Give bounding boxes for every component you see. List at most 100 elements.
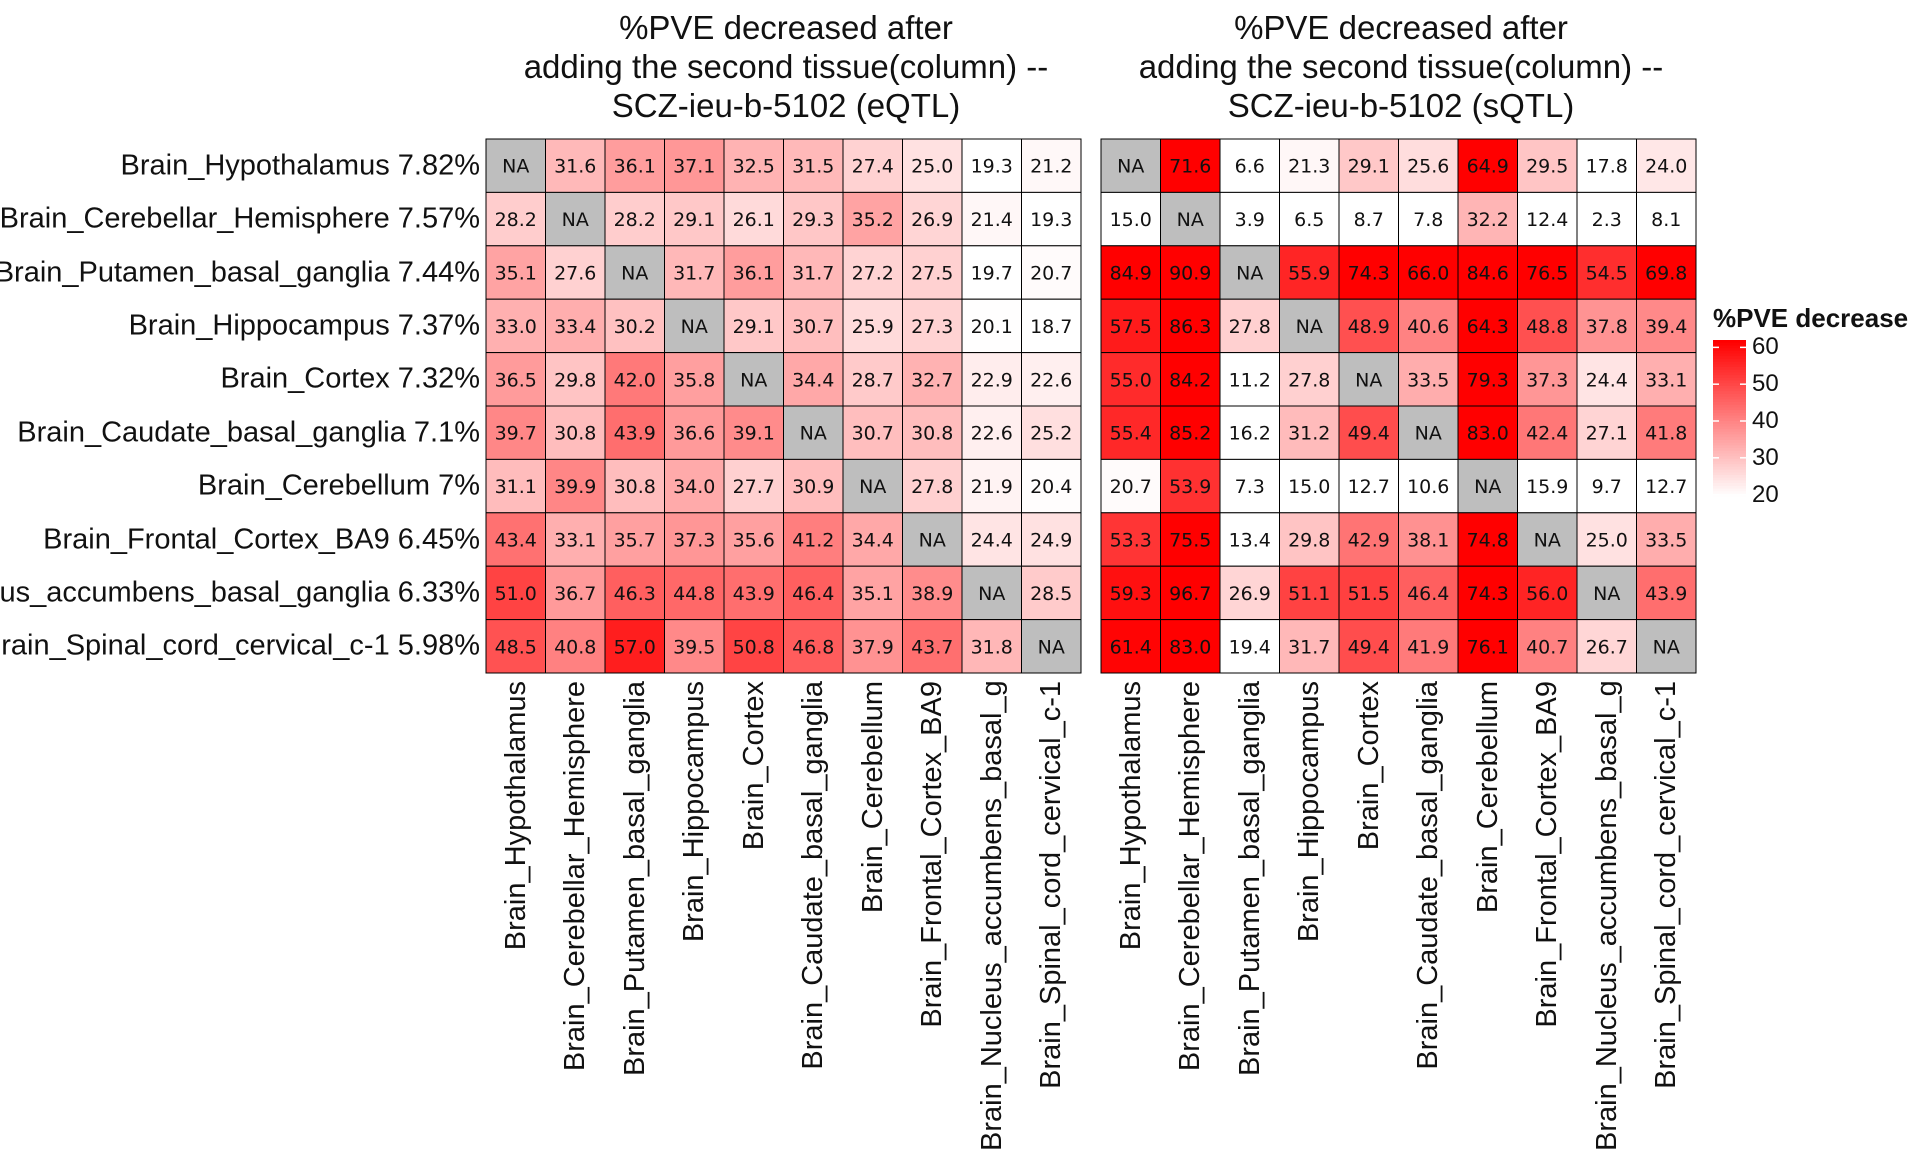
heatmap-cell	[902, 512, 963, 567]
heatmap-cell	[902, 619, 963, 674]
cell-value-label: 29.8	[554, 369, 596, 391]
heatmap-cell	[1219, 138, 1280, 193]
cell-value-label: 42.4	[1526, 423, 1568, 445]
cell-value-label: 74.8	[1467, 530, 1509, 552]
heatmap-cell	[783, 352, 844, 407]
heatmap-cell	[1100, 405, 1161, 460]
cell-value-label: 75.5	[1169, 530, 1211, 552]
heatmap-cell	[1636, 138, 1697, 193]
cell-value-label: 55.0	[1110, 369, 1152, 391]
heatmap-cell	[1279, 138, 1340, 193]
cell-value-label: NA	[502, 156, 529, 178]
cell-value-label: 46.3	[614, 583, 656, 605]
heatmap-cell	[1219, 619, 1280, 674]
legend-gradient-step	[1713, 385, 1746, 390]
heatmap-cell	[842, 405, 903, 460]
cell-value-label: 96.7	[1169, 583, 1211, 605]
cell-value-label: 43.9	[614, 423, 656, 445]
cell-value-label: 28.2	[614, 209, 656, 231]
cell-value-label: 26.7	[1586, 636, 1628, 658]
heatmap-cell	[1021, 298, 1082, 354]
legend-gradient-step	[1713, 412, 1746, 417]
heatmap-cell	[1517, 619, 1578, 674]
heatmap-cell	[1160, 405, 1221, 460]
heatmap-cell	[1279, 191, 1340, 247]
heatmap-cell	[1398, 405, 1459, 460]
cell-value-label: 84.6	[1467, 263, 1509, 285]
cell-value-label: 84.9	[1110, 263, 1152, 285]
cell-value-label: NA	[681, 316, 708, 338]
heatmap-cell	[1457, 138, 1518, 193]
cell-value-label: 31.7	[1288, 636, 1330, 658]
cell-value-label: 24.4	[1586, 369, 1628, 391]
cell-value-label: 9.7	[1592, 476, 1622, 498]
heatmap-cell	[842, 352, 903, 407]
heatmap-cell	[902, 138, 963, 193]
cell-value-label: 49.4	[1348, 636, 1390, 658]
cell-value-label: 32.5	[733, 156, 775, 178]
heatmap-cell	[1457, 298, 1518, 354]
legend-gradient-step	[1713, 348, 1746, 352]
cell-value-label: 25.0	[1586, 530, 1628, 552]
heatmap-cell	[1279, 298, 1340, 354]
legend-gradient-step	[1713, 394, 1746, 398]
cell-value-label: 15.0	[1110, 209, 1152, 231]
heatmap-cell	[723, 619, 784, 674]
cell-value-label: 8.1	[1651, 209, 1681, 231]
heatmap-cell	[1279, 458, 1340, 514]
cell-value-label: NA	[1296, 316, 1323, 338]
heatmap-cell	[1576, 565, 1637, 621]
heatmap-cell	[1100, 191, 1161, 247]
panel-title-line: SCZ-ieu-b-5102 (eQTL)	[611, 87, 961, 124]
cell-value-label: 21.2	[1030, 156, 1072, 178]
heatmap-cell	[1398, 138, 1459, 193]
legend-gradient-step	[1713, 477, 1746, 481]
legend-gradient-step	[1713, 410, 1746, 414]
legend-gradient-step	[1713, 488, 1746, 492]
heatmap-cell	[1279, 405, 1340, 460]
cell-value-label: NA	[1117, 156, 1144, 178]
heatmap-cell	[1576, 619, 1637, 674]
cell-value-label: 46.8	[792, 636, 834, 658]
cell-value-label: 30.8	[911, 423, 953, 445]
heatmap-cell	[1576, 298, 1637, 354]
cell-value-label: 15.0	[1288, 476, 1330, 498]
cell-value-label: 84.2	[1169, 369, 1211, 391]
cell-value-label: 28.2	[495, 209, 537, 231]
cell-value-label: 55.4	[1110, 423, 1152, 445]
heatmap-cell	[902, 298, 963, 354]
panel-title-sqtl: %PVE decreased after adding the second t…	[1051, 8, 1751, 125]
cell-value-label: 28.7	[852, 369, 894, 391]
cell-value-label: 26.9	[911, 209, 953, 231]
heatmap-cell	[961, 191, 1022, 247]
legend-gradient-step	[1713, 483, 1746, 487]
heatmap-cell	[961, 619, 1022, 674]
heatmap-cell	[604, 565, 665, 621]
heatmap-cell	[1457, 512, 1518, 567]
legend-gradient-step	[1713, 402, 1746, 406]
row-label: Brain_Putamen_basal_ganglia 7.44%	[0, 256, 480, 288]
cell-value-label: NA	[1177, 209, 1204, 231]
cell-value-label: 20.1	[971, 316, 1013, 338]
heatmap-cell	[1576, 191, 1637, 247]
cell-value-label: 22.6	[1030, 369, 1072, 391]
cell-value-label: 66.0	[1407, 263, 1449, 285]
legend-title: %PVE decrease	[1713, 303, 1909, 333]
cell-value-label: 27.8	[1288, 369, 1330, 391]
cell-value-label: NA	[800, 423, 827, 445]
cell-value-label: 21.9	[971, 476, 1013, 498]
legend-gradient-step	[1713, 453, 1746, 457]
cell-value-label: 39.9	[554, 476, 596, 498]
cell-value-label: 16.2	[1229, 423, 1271, 445]
cell-value-label: 35.1	[852, 583, 894, 605]
cell-value-label: 90.9	[1169, 263, 1211, 285]
cell-value-label: 3.9	[1235, 209, 1265, 231]
heatmap-cell	[604, 191, 665, 247]
heatmap-cell	[545, 138, 606, 193]
legend-tick-label: 20	[1752, 480, 1779, 508]
cell-value-label: 56.0	[1526, 583, 1568, 605]
heatmap-cell	[1219, 405, 1280, 460]
cell-value-label: 27.7	[733, 476, 775, 498]
cell-value-label: 83.0	[1467, 423, 1509, 445]
